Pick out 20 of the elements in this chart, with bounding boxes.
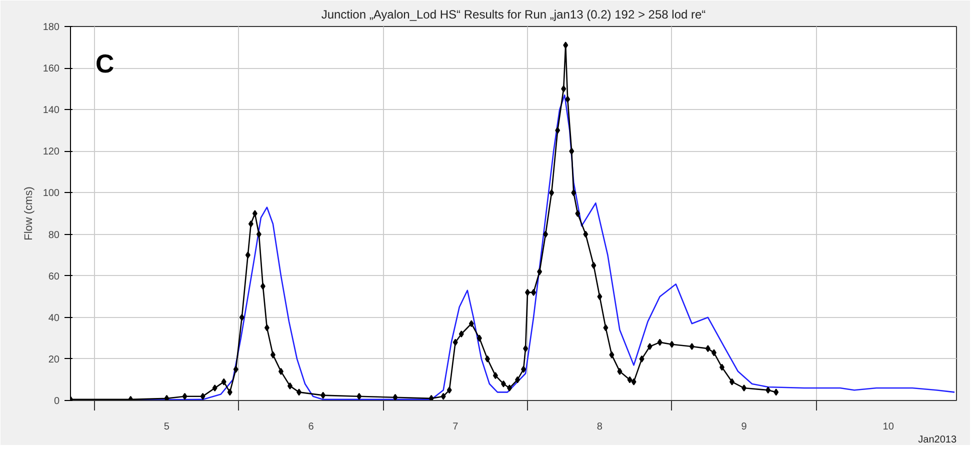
y-tick-label: 140 bbox=[42, 105, 60, 116]
x-tick-label: 5 bbox=[164, 422, 170, 432]
y-axis-title: Flow (cms) bbox=[22, 186, 35, 240]
y-tick-label: 0 bbox=[54, 396, 60, 407]
y-tick-label: 20 bbox=[48, 354, 60, 366]
x-tick-label: 6 bbox=[308, 422, 314, 432]
y-tick-label: 160 bbox=[42, 64, 60, 75]
y-tick-label: 100 bbox=[42, 188, 60, 200]
y-tick-label: 180 bbox=[42, 22, 60, 33]
y-tick-label: 40 bbox=[48, 312, 60, 324]
text: Jan2013 bbox=[918, 434, 957, 446]
y-tick-label: 60 bbox=[48, 271, 60, 282]
y-tick-label: 120 bbox=[42, 146, 60, 158]
annotation: C bbox=[96, 48, 114, 78]
x-tick-label: 9 bbox=[741, 422, 748, 432]
chart-title: Junction „Ayalon_Lod HS“ Results for Run „jan13 (0.2) 192 > 258 lod re“ bbox=[321, 8, 706, 22]
x-tick-label: 7 bbox=[452, 422, 459, 432]
y-tick-label: 80 bbox=[48, 230, 60, 241]
x-tick-label: 10 bbox=[882, 422, 894, 432]
x-tick-label: 8 bbox=[596, 422, 603, 432]
